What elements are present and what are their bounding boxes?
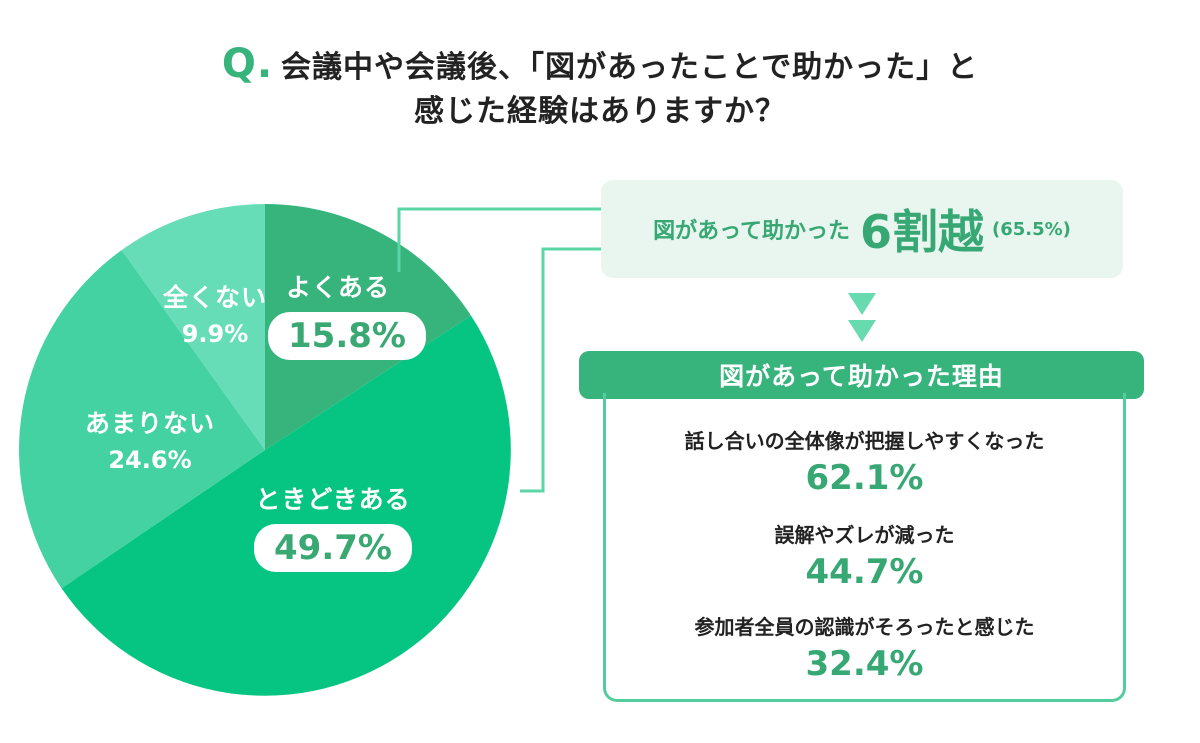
down-arrow-icon [848, 293, 876, 315]
label-mattaku-value: 9.9% [181, 320, 249, 348]
question-line-1: Q. 会議中や会議後、「図があったことで助かった」と [0, 42, 1200, 90]
label-amari-value: 24.6% [108, 446, 192, 474]
connector-line-bottom [520, 247, 601, 493]
summary-detail: (65.5%) [992, 218, 1071, 240]
label-tokidoki-name: ときどきある [255, 485, 411, 514]
reasons-header: 図があって助かった理由 [579, 351, 1144, 399]
reason-item: 話し合いの全体像が把握しやすくなった 62.1% [606, 425, 1123, 498]
pie-slice-mattaku [121, 204, 265, 450]
label-mattaku-name: 全くない [162, 283, 267, 312]
reason-label: 参加者全員の認識がそろったと感じた [694, 615, 1035, 639]
question-text-1: 会議中や会議後、「図があったことで助かった」と [281, 50, 979, 85]
summary-box: 図があって助かった 6割越 (65.5%) [601, 180, 1123, 278]
reason-value: 44.7% [805, 552, 924, 592]
label-amari: あまりない 24.6% [70, 404, 230, 474]
label-amari-name: あまりない [84, 409, 215, 438]
down-arrow-icon [848, 320, 876, 342]
summary-big: 6割越 [859, 205, 984, 259]
reason-item: 誤解やズレが減った 44.7% [606, 519, 1123, 592]
label-yoku-name: よくある [285, 273, 390, 302]
label-tokidoki: ときどきある 49.7% [242, 480, 424, 572]
reasons-box: 話し合いの全体像が把握しやすくなった 62.1% 誤解やズレが減った 44.7%… [603, 393, 1126, 702]
reason-label: 話し合いの全体像が把握しやすくなった [684, 429, 1045, 453]
question-line-2: 感じた経験はありますか？ [414, 94, 786, 129]
reason-value: 62.1% [805, 458, 924, 498]
question-title: Q. 会議中や会議後、「図があったことで助かった」と 感じた経験はありますか？ [0, 42, 1200, 134]
pie-slice-amari [19, 250, 265, 589]
reason-value: 32.4% [805, 644, 924, 684]
pie-slice-tokidoki [61, 315, 511, 696]
reason-label: 誤解やズレが減った [774, 523, 955, 547]
label-yoku: よくある 15.8% [268, 268, 426, 360]
q-mark: Q. [221, 41, 274, 87]
reason-item: 参加者全員の認識がそろったと感じた 32.4% [606, 611, 1123, 684]
label-mattaku: 全くない 9.9% [155, 278, 275, 348]
label-yoku-value: 15.8% [268, 312, 426, 360]
summary-text: 図があって助かった [653, 219, 850, 244]
label-tokidoki-value: 49.7% [254, 524, 412, 572]
connector-line-top [397, 207, 601, 272]
